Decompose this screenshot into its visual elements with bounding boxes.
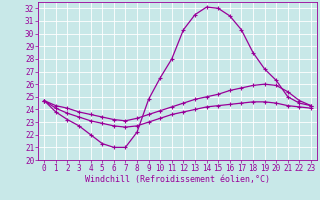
X-axis label: Windchill (Refroidissement éolien,°C): Windchill (Refroidissement éolien,°C): [85, 175, 270, 184]
